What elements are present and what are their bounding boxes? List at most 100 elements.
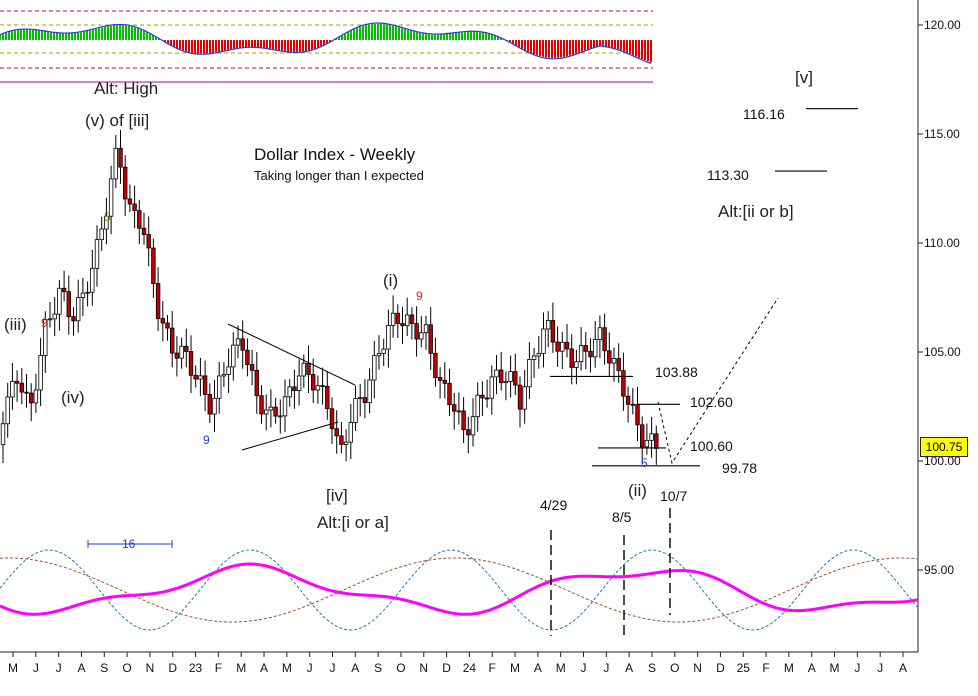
candle-body bbox=[160, 318, 165, 324]
candle-body bbox=[597, 327, 603, 340]
candle-body bbox=[165, 322, 170, 329]
candle-body bbox=[310, 374, 316, 391]
wave-label-iii: (iii) bbox=[4, 315, 27, 334]
candle-body bbox=[484, 397, 490, 400]
cycle-date-4-29: 4/29 bbox=[540, 497, 567, 513]
time-tick-label: M bbox=[556, 661, 566, 675]
candle-body bbox=[428, 324, 433, 354]
price-tick-label: 110.00 bbox=[924, 236, 960, 250]
wave-label-alt-i-or-a: Alt:[i or a] bbox=[317, 513, 389, 532]
candle-body bbox=[372, 355, 377, 381]
candle-body bbox=[550, 320, 556, 343]
candle-body bbox=[61, 287, 67, 293]
candle-body bbox=[202, 375, 208, 395]
wave-label-alt-high: Alt: High bbox=[94, 79, 158, 98]
triangle-upper-line bbox=[227, 323, 356, 386]
wave-label-i: (i) bbox=[383, 271, 398, 290]
candle-body bbox=[376, 353, 382, 357]
time-tick-label: S bbox=[100, 661, 108, 675]
candle-body bbox=[362, 397, 368, 404]
candle-body bbox=[306, 362, 311, 375]
candle-body bbox=[353, 398, 358, 423]
cycle-short-line bbox=[0, 549, 919, 631]
candle-body bbox=[104, 215, 109, 230]
candle-body bbox=[71, 316, 76, 322]
level-label-102-60: 102.60 bbox=[690, 394, 733, 410]
candle-body bbox=[207, 394, 212, 415]
candle-body bbox=[395, 312, 400, 324]
candle-body bbox=[536, 353, 541, 357]
candle-body bbox=[43, 319, 48, 356]
candle-body bbox=[320, 385, 325, 388]
cycle-date-8-5: 8/5 bbox=[612, 509, 632, 525]
candle-body bbox=[113, 147, 118, 180]
price-tick-label: 120.00 bbox=[924, 18, 961, 32]
candle-body bbox=[99, 228, 104, 240]
time-tick-label: F bbox=[489, 661, 496, 675]
level-label-103-88: 103.88 bbox=[655, 364, 698, 380]
time-tick-label: 25 bbox=[737, 661, 751, 675]
candle-body bbox=[329, 408, 335, 430]
candle-body bbox=[249, 364, 255, 371]
cycle-period-label: 16 bbox=[122, 537, 136, 551]
candle-body bbox=[339, 435, 344, 445]
candle-body bbox=[654, 433, 659, 449]
candle-body bbox=[212, 397, 217, 415]
candle-body bbox=[268, 406, 274, 411]
candle-body bbox=[569, 348, 574, 368]
candle-body bbox=[5, 396, 10, 425]
candle-body bbox=[155, 283, 161, 320]
time-tick-label: J bbox=[33, 661, 39, 675]
cycle-date-10-7: 10/7 bbox=[660, 488, 687, 504]
time-tick-label: A bbox=[351, 661, 359, 675]
time-tick-label: S bbox=[648, 661, 656, 675]
candle-body bbox=[108, 178, 114, 217]
candle-body bbox=[94, 239, 100, 269]
candle-body bbox=[541, 328, 546, 354]
candle-body bbox=[226, 366, 231, 375]
candle-body bbox=[198, 375, 203, 380]
candle-body bbox=[611, 358, 617, 364]
time-tick-label: A bbox=[899, 661, 907, 675]
time-tick-label: M bbox=[282, 661, 292, 675]
candle-body bbox=[0, 423, 6, 446]
candle-body bbox=[419, 332, 424, 340]
candle-body bbox=[292, 386, 297, 391]
cycle-long-line bbox=[0, 557, 919, 623]
candle-body bbox=[456, 410, 462, 413]
time-tick-label: N bbox=[146, 661, 155, 675]
candle-body bbox=[90, 267, 95, 293]
time-tick-label: D bbox=[716, 661, 725, 675]
candle-body bbox=[19, 382, 24, 393]
level-label-99-78: 99.78 bbox=[722, 460, 757, 476]
candle-body bbox=[381, 348, 386, 354]
wave-label-v-major: [v] bbox=[795, 68, 813, 87]
candle-body bbox=[118, 147, 123, 168]
cycle-lines bbox=[0, 540, 919, 631]
time-tick-label: J bbox=[603, 661, 609, 675]
candle-body bbox=[640, 424, 645, 448]
candle-body bbox=[527, 359, 532, 388]
candle-body bbox=[649, 433, 654, 441]
time-tick-label: 23 bbox=[189, 661, 203, 675]
candle-body bbox=[644, 439, 650, 448]
time-tick-label: J bbox=[854, 661, 860, 675]
candle-body bbox=[259, 395, 264, 415]
time-tick-label: J bbox=[581, 661, 587, 675]
candle-body bbox=[57, 287, 62, 315]
candle-body bbox=[409, 314, 415, 324]
candle-body bbox=[602, 327, 607, 352]
candle-body bbox=[433, 352, 438, 378]
candle-body bbox=[273, 406, 278, 417]
candle-body bbox=[235, 338, 241, 346]
level-label-100-60: 100.60 bbox=[690, 438, 733, 454]
candle-body bbox=[461, 410, 466, 431]
time-tick-label: O bbox=[122, 661, 131, 675]
candle-body bbox=[151, 247, 156, 285]
price-tick-label: 115.00 bbox=[924, 127, 960, 141]
price-candles bbox=[0, 129, 659, 465]
chart-title: Dollar Index - Weekly bbox=[254, 145, 416, 164]
trend-drawings bbox=[227, 108, 858, 640]
candle-body bbox=[498, 369, 504, 384]
candle-body bbox=[470, 416, 476, 436]
